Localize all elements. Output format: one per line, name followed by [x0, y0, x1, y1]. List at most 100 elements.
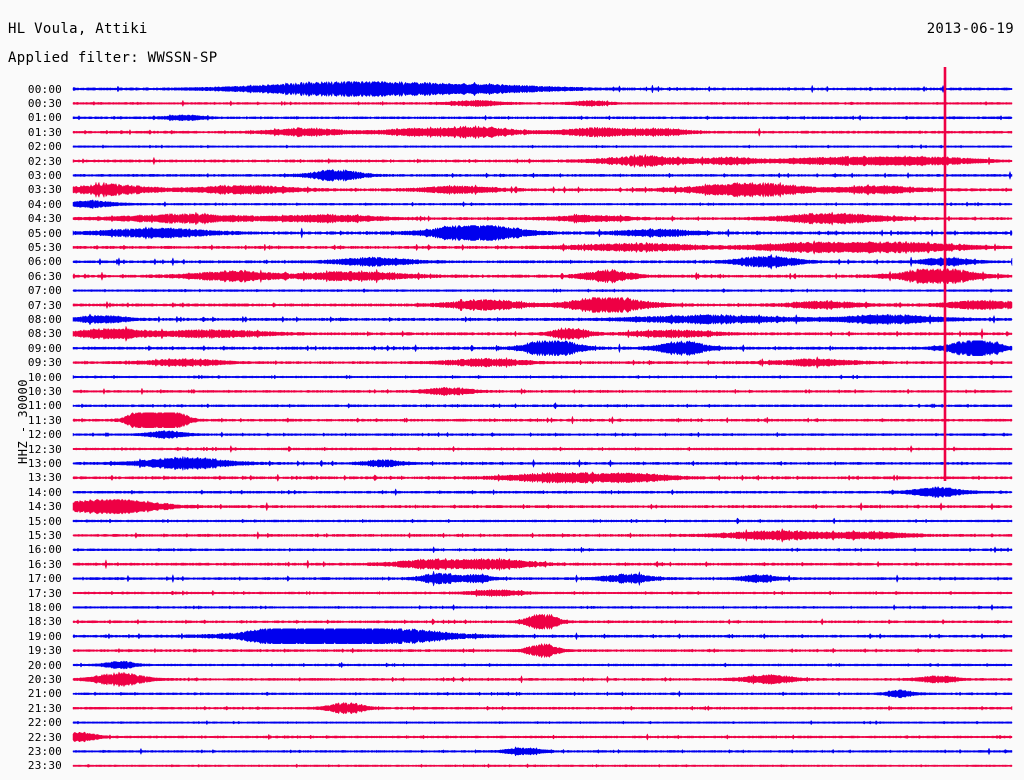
time-label: 23:00: [27, 744, 62, 758]
time-label: 07:30: [27, 298, 62, 312]
trace-row: [72, 613, 1013, 631]
time-label: 01:00: [27, 111, 62, 125]
trace-row: [72, 374, 1013, 380]
time-label: 03:00: [27, 168, 62, 182]
trace-row: [72, 268, 1013, 285]
time-label: 16:30: [27, 557, 62, 571]
date-label: 2013-06-19: [926, 21, 1014, 37]
trace-row: [72, 570, 1013, 588]
trace-row: [72, 660, 1013, 670]
trace-row: [72, 498, 1013, 515]
trace-row: [72, 99, 1013, 108]
time-label: 22:00: [27, 716, 62, 730]
trace-row: [72, 603, 1013, 611]
time-label: 05:00: [27, 226, 62, 240]
trace-row: [72, 153, 1013, 169]
trace-row: [72, 199, 1013, 209]
trace-row: [72, 224, 1013, 242]
trace-row: [72, 546, 1013, 554]
trace-row: [72, 124, 1013, 140]
time-label: 09:00: [27, 341, 62, 355]
trace-row: [72, 731, 1013, 743]
trace-row: [72, 556, 1013, 572]
time-label: 17:30: [27, 586, 62, 600]
time-label: 07:00: [27, 284, 62, 298]
time-label: 08:00: [27, 312, 62, 326]
trace-row: [72, 719, 1013, 726]
trace-row: [72, 80, 1013, 98]
trace-row: [72, 444, 1013, 454]
trace-row: [72, 386, 1013, 396]
trace-row: [72, 430, 1013, 440]
time-label: 13:30: [27, 471, 62, 485]
trace-row: [72, 239, 1013, 255]
trace-row: [72, 763, 1013, 769]
trace-row: [72, 340, 1013, 357]
trace-row: [72, 628, 1013, 645]
trace-row: [72, 168, 1013, 182]
time-label: 03:30: [27, 183, 62, 197]
time-label: 08:30: [27, 327, 62, 341]
trace-row: [72, 527, 1013, 544]
time-label: 02:00: [27, 140, 62, 154]
time-label: 11:00: [27, 399, 62, 413]
time-label: 10:00: [27, 370, 62, 384]
time-label: 09:30: [27, 356, 62, 370]
trace-row: [72, 181, 1013, 199]
time-label: 01:30: [27, 125, 62, 139]
trace-row: [72, 689, 1013, 699]
time-label: 20:00: [27, 658, 62, 672]
time-label: 16:00: [27, 543, 62, 557]
time-label: 10:30: [27, 384, 62, 398]
trace-row: [72, 325, 1013, 343]
trace-row: [72, 211, 1013, 227]
time-label: 05:30: [27, 240, 62, 254]
trace-row: [72, 355, 1013, 370]
time-label: 21:00: [27, 687, 62, 701]
trace-row: [72, 402, 1013, 410]
trace-row: [72, 412, 1013, 429]
trace-row: [72, 313, 1013, 326]
trace-row: [72, 517, 1013, 525]
time-label: 18:00: [27, 600, 62, 614]
time-label: 04:00: [27, 197, 62, 211]
time-label: 15:30: [27, 528, 62, 542]
time-label: 00:30: [27, 96, 62, 110]
time-label: 06:00: [27, 255, 62, 269]
trace-row: [72, 746, 1013, 757]
time-label: 02:30: [27, 154, 62, 168]
trace-row: [72, 296, 1013, 314]
trace-row: [72, 701, 1013, 715]
time-label: 04:30: [27, 212, 62, 226]
trace-row: [72, 143, 1013, 150]
time-label: 20:30: [27, 672, 62, 686]
trace-row: [72, 671, 1013, 688]
trace-row: [72, 642, 1013, 659]
time-label: 06:30: [27, 269, 62, 283]
time-label: 13:00: [27, 456, 62, 470]
time-label: 22:30: [27, 730, 62, 744]
trace-row: [72, 471, 1013, 485]
time-label: 17:00: [27, 572, 62, 586]
time-label: 12:30: [27, 442, 62, 456]
trace-row: [72, 114, 1013, 122]
time-label: 21:30: [27, 701, 62, 715]
time-label: 18:30: [27, 615, 62, 629]
page-title: HL Voula, Attiki: [8, 21, 148, 37]
time-label: 19:30: [27, 644, 62, 658]
trace-row: [72, 588, 1013, 598]
applied-filter-label: Applied filter: WWSSN-SP: [8, 50, 218, 66]
time-label: 12:00: [27, 428, 62, 442]
trace-row: [72, 485, 1013, 499]
time-label: 00:00: [27, 82, 62, 96]
trace-row: [72, 455, 1013, 472]
time-label: 14:30: [27, 500, 62, 514]
time-label: 15:00: [27, 514, 62, 528]
time-label: 14:00: [27, 485, 62, 499]
time-label: 19:00: [27, 629, 62, 643]
trace-row: [72, 253, 1013, 270]
trace-row: [72, 288, 1013, 293]
time-label: 11:30: [27, 413, 62, 427]
